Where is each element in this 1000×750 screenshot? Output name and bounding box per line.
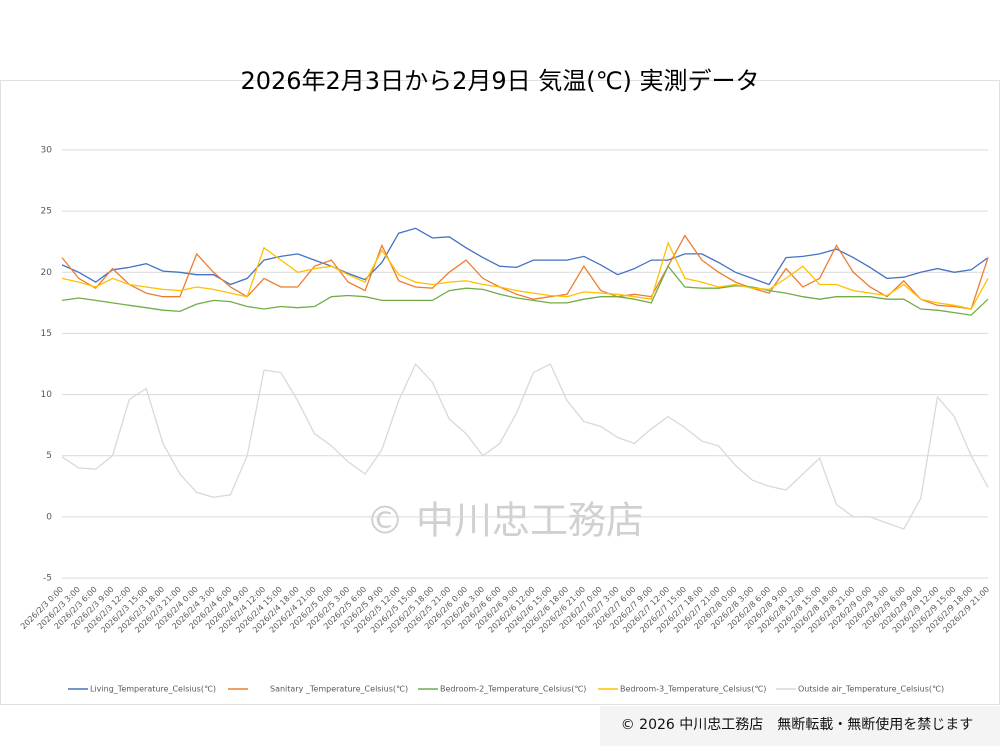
y-tick-label: 25 (41, 207, 52, 217)
legend-label: Bedroom-3_Temperature_Celsius(℃) (620, 685, 766, 694)
series-line (61, 241, 989, 310)
y-tick-label: 0 (46, 512, 52, 522)
y-tick-label: 10 (41, 390, 53, 400)
watermark: © 中川忠工務店 (366, 499, 644, 543)
chart-frame (0, 80, 1000, 705)
y-tick-label: 20 (41, 268, 53, 278)
y-tick-label: 30 (41, 146, 53, 156)
legend-label: Outside air_Temperature_Celsius(℃) (798, 685, 944, 694)
chart-title: 2026年2月3日から2月9日 気温(℃) 実測データ (240, 67, 759, 95)
y-tick-label: 5 (46, 451, 52, 461)
footer-box (600, 706, 1000, 746)
legend-label: Sanitary _Temperature_Celsius(℃) (270, 685, 408, 694)
y-tick-label: -5 (43, 574, 52, 584)
y-tick-label: 15 (41, 329, 52, 339)
footer: © 2026 中川忠工務店 無断転載・無断使用を禁じます (621, 716, 974, 733)
legend-label: Bedroom-2_Temperature_Celsius(℃) (440, 685, 586, 694)
series-line (61, 264, 989, 316)
legend-label: Living_Temperature_Celsius(℃) (90, 685, 216, 694)
series-line (61, 234, 989, 310)
series-line (61, 362, 989, 530)
